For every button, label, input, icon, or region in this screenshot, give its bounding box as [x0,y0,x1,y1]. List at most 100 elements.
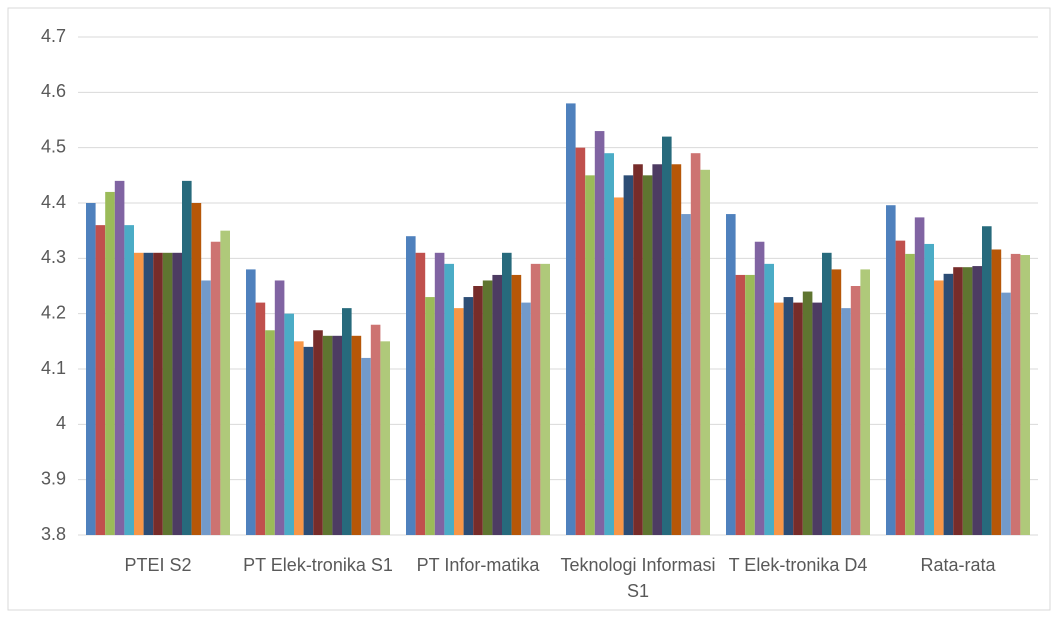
bar [454,308,464,535]
y-tick-label: 4.7 [41,26,66,46]
bar [972,266,982,535]
bar [201,280,211,535]
bar [905,253,915,535]
bar [530,263,541,535]
bar [322,335,333,535]
bar [1020,255,1030,535]
y-tick-label: 4.6 [41,81,66,101]
bar [1001,292,1011,535]
bar [172,252,182,536]
bar [774,302,784,535]
bar [425,297,435,535]
bar [585,175,595,536]
bar [473,286,483,535]
bar [1010,253,1021,535]
x-tick-label: PT Infor-matika [416,555,540,575]
x-tick-label: PTEI S2 [124,555,192,575]
bar [953,267,963,535]
bar [265,330,275,535]
bar [294,341,304,535]
bar [502,252,512,536]
bar [802,291,813,535]
bar [982,226,992,536]
y-tick-label: 3.9 [41,468,66,488]
bar [162,252,173,536]
y-tick-label: 4.3 [41,247,66,267]
bar [153,252,163,536]
bar [434,252,445,536]
bar [681,214,691,536]
bar [914,217,925,536]
bar [313,330,323,535]
bar [604,153,614,535]
bar [255,302,266,535]
bar [700,169,710,536]
y-tick-label: 4.1 [41,358,66,378]
bar [633,164,643,535]
bar [671,164,682,535]
bar [850,286,861,535]
bar [812,302,822,535]
bar [303,346,314,535]
bar [895,240,906,536]
bar [575,147,586,535]
bar [521,302,531,535]
bar [332,335,342,535]
bar [406,236,416,535]
bar [822,252,832,536]
bar [444,263,454,535]
bar [342,308,352,535]
bar [886,205,896,536]
x-tick-label: Rata-rata [920,555,996,575]
bar [370,324,381,535]
bar [114,180,125,535]
bar [482,280,493,535]
bar [105,191,115,535]
bar [754,241,765,535]
bar [860,269,870,535]
bar [566,103,576,536]
y-tick-label: 3.8 [41,524,66,544]
bar [735,274,746,535]
bar [594,131,605,536]
bar [745,274,755,535]
bar [124,225,134,535]
bar [86,203,96,535]
bar [284,313,294,535]
bar [726,214,736,536]
bar [220,230,230,535]
y-tick-label: 4.4 [41,192,66,212]
x-tick-label: Teknologi Informasi S1 [560,555,716,601]
bar [191,203,202,535]
bar [764,263,774,535]
bar [351,335,362,535]
bar [415,252,426,536]
bar [924,243,934,536]
bar [463,297,474,535]
bar [614,197,624,535]
bar [690,153,701,535]
bar [962,267,973,535]
y-tick-label: 4.5 [41,136,66,156]
bar [652,164,662,535]
bar [831,269,842,535]
x-tick-label: T Elek-tronika D4 [728,555,868,575]
bar [143,252,154,536]
bar [943,273,954,535]
x-tick-label: PT Elek-tronika S1 [243,555,393,575]
bar [182,180,192,535]
bar [662,136,672,535]
bar [642,175,653,536]
bar [841,308,851,535]
bar [361,357,371,535]
bar [134,252,144,536]
bar [380,341,390,535]
chart-border [7,7,1051,611]
bar [210,241,221,535]
bar [511,274,522,535]
bar [934,280,944,535]
bar [793,302,803,535]
y-tick-label: 4.2 [41,302,66,322]
